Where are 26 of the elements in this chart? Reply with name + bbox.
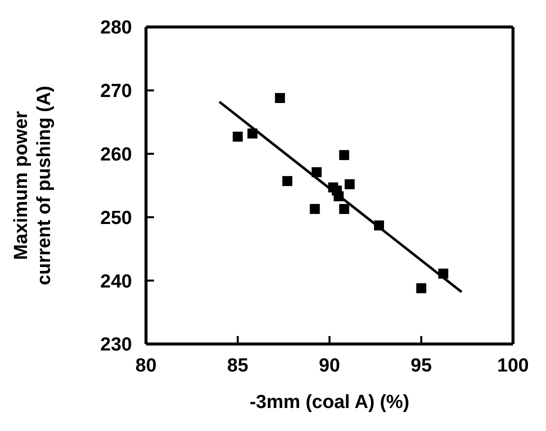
point: [374, 220, 384, 230]
y-tick-label: 260: [100, 144, 132, 166]
x-tick-label: 90: [318, 355, 340, 376]
point: [339, 204, 350, 214]
point: [438, 268, 448, 279]
point: [274, 93, 285, 104]
y-tick-label: 240: [100, 271, 132, 292]
point: [247, 128, 258, 139]
point: [344, 179, 355, 190]
point: [312, 167, 322, 178]
x-tick-label: 80: [135, 355, 157, 376]
y-axis-title: Maximum power current of pushing (A): [11, 86, 55, 286]
x-tick-label: 95: [410, 355, 432, 376]
y-tick-label: 270: [100, 81, 132, 102]
x-axis-title: -3mm (coal A) (%): [250, 392, 410, 413]
point: [339, 150, 350, 160]
point: [282, 176, 292, 186]
x-tick-label: 85: [227, 355, 249, 376]
point: [310, 204, 320, 214]
point: [334, 191, 344, 202]
y-tick-label: 280: [100, 18, 132, 39]
y-tick-label: 250: [100, 208, 132, 229]
point: [416, 283, 426, 294]
y-tick-label: 230: [100, 334, 132, 356]
point: [232, 132, 243, 142]
x-tick-label: 100: [497, 355, 529, 376]
